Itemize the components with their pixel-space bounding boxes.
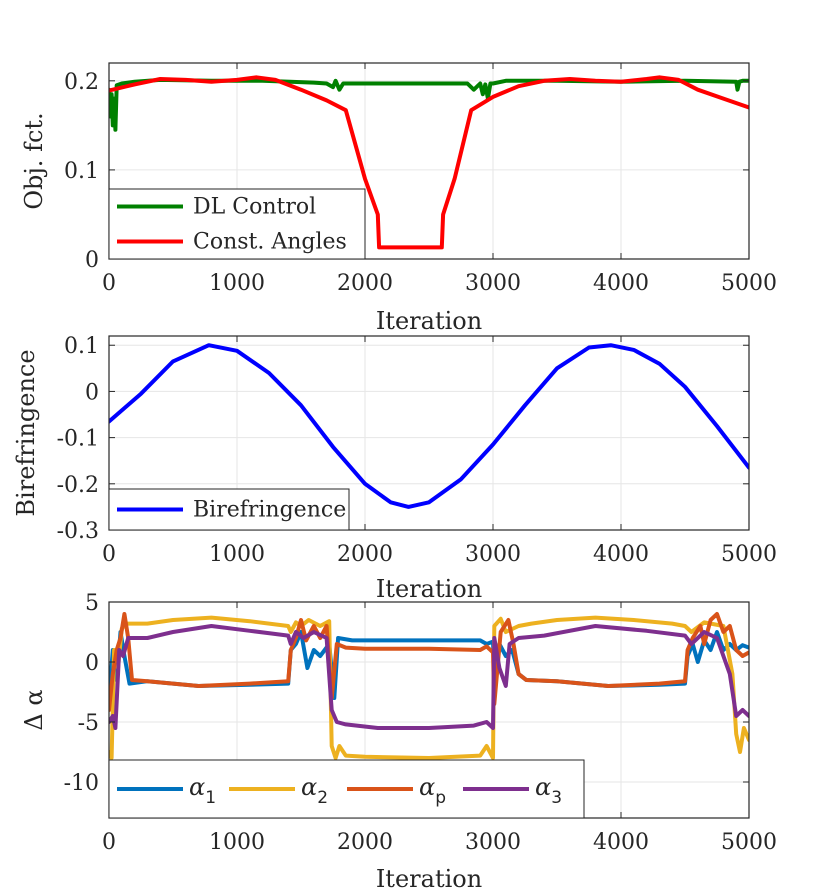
y-axis-label: Birefringence — [12, 349, 40, 516]
legend-label: Birefringence — [193, 498, 346, 523]
x-tick-label: 3000 — [465, 830, 521, 855]
x-tick-label: 2000 — [337, 271, 393, 296]
axes-box — [108, 335, 750, 531]
x-tick-label: 5000 — [721, 271, 777, 296]
legend-subscript: p — [435, 788, 446, 808]
panel-objective: 0 1000 2000 3000 4000 5000 0 0.1 0.2 Iteration Obj… — [20, 62, 777, 335]
legend-subscript: 2 — [317, 788, 328, 808]
y-tick-label: 0 — [85, 248, 99, 273]
legend-label: Const. Angles — [193, 230, 347, 255]
panel-angles: 0 1000 2000 3000 4000 5000 -10 -5 0 5 Iteration Δ α… — [20, 591, 777, 893]
x-axis-label: Iteration — [376, 575, 482, 603]
x-tick-label: 2000 — [337, 542, 393, 567]
x-tick-label: 0 — [102, 271, 116, 296]
y-axis-label: Obj. fct. — [20, 112, 48, 209]
series-line-birefringence-0 — [109, 343, 749, 509]
x-tick-label: 0 — [102, 542, 116, 567]
x-tick-label: 3000 — [465, 542, 521, 567]
y-tick-label: 0.1 — [64, 334, 99, 359]
x-axis-label: Iteration — [376, 307, 482, 335]
y-tick-label: -0.3 — [57, 519, 99, 544]
x-tick-label: 2000 — [337, 830, 393, 855]
legend-subscript: 3 — [551, 788, 562, 808]
panel-birefringence: 0 1000 2000 3000 4000 5000 -0.3 -0.2 -0.1 0 0.1 Ite… — [12, 334, 777, 603]
y-axis-label: Δ α — [20, 689, 48, 730]
series-line-angles-1 — [109, 615, 749, 760]
y-tick-label: 0.2 — [64, 70, 99, 95]
x-tick-label: 0 — [102, 830, 116, 855]
x-tick-label: 4000 — [593, 271, 649, 296]
legend-subscript: 1 — [205, 788, 216, 808]
y-tick-label: -5 — [78, 711, 99, 736]
y-tick-label: 0 — [85, 651, 99, 676]
y-tick-label: -0.2 — [57, 473, 99, 498]
x-tick-label: 4000 — [593, 542, 649, 567]
x-tick-label: 4000 — [593, 830, 649, 855]
legend-birefringence: Birefringence — [108, 488, 350, 531]
y-tick-label: 5 — [85, 591, 99, 616]
x-tick-label: 5000 — [721, 542, 777, 567]
x-axis-label: Iteration — [376, 865, 482, 893]
x-tick-label: 1000 — [209, 542, 265, 567]
legend-objective: DL Control Const. Angles — [108, 188, 366, 260]
y-tick-label: -0.1 — [57, 427, 99, 452]
legend-box — [108, 188, 366, 260]
series-line-objective-1 — [109, 75, 749, 250]
axes-box — [108, 62, 750, 260]
y-tick-label: 0 — [85, 380, 99, 405]
legend-label: DL Control — [193, 195, 316, 220]
y-tick-label: 0.1 — [64, 159, 99, 184]
y-tick-label: -10 — [64, 771, 99, 796]
x-tick-label: 5000 — [721, 830, 777, 855]
x-tick-label: 3000 — [465, 271, 521, 296]
series-line-angles-3 — [109, 624, 749, 730]
legend-angles: α1 α2 αp α3 — [108, 759, 585, 819]
x-tick-label: 1000 — [209, 271, 265, 296]
x-tick-label: 1000 — [209, 830, 265, 855]
